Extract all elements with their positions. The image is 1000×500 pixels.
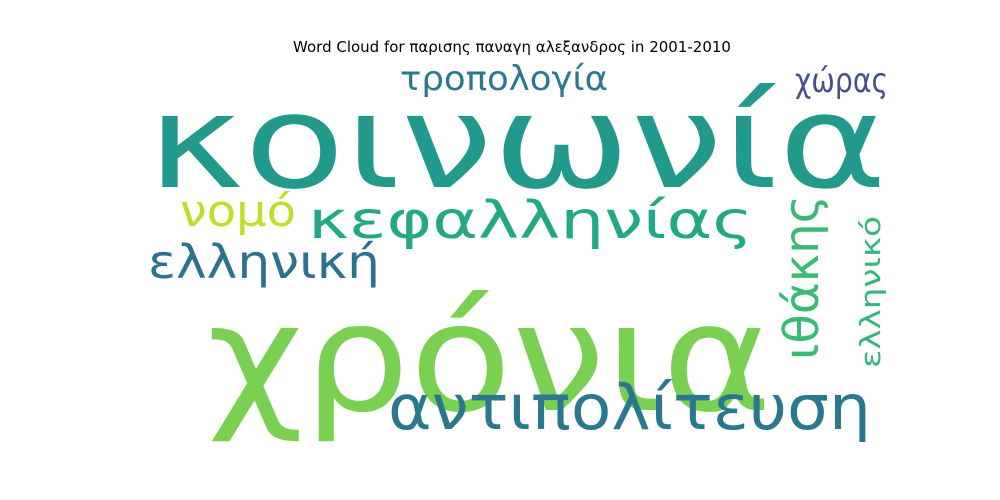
word-7: ιθάκης — [774, 195, 830, 360]
word-9: χώρας — [795, 61, 888, 101]
word-5: ελληνική — [148, 235, 380, 289]
word-3: αντιπολίτευση — [388, 371, 871, 444]
word-6: τροπολογία — [400, 59, 608, 99]
word-1: κοινωνία — [147, 66, 887, 218]
word-10: ελληνικό — [854, 216, 887, 368]
word-4: κεφαλληνίας — [308, 191, 753, 251]
chart-title: Word Cloud for παρισης παναγη αλεξανδρος… — [293, 38, 731, 56]
word-2: χρόνια — [207, 272, 772, 446]
word-cloud: κοινωνίαχρόνιααντιπολίτευσηκεφαλληνίαςελ… — [147, 59, 888, 446]
word-8: νομό — [180, 186, 296, 237]
